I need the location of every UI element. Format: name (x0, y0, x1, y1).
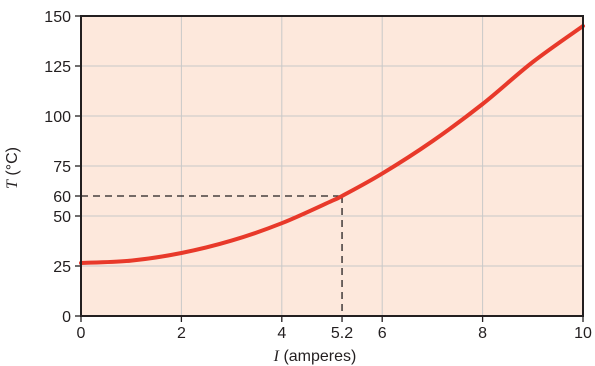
y-tick-label: 100 (44, 109, 71, 126)
x-tick-label: 10 (574, 325, 592, 342)
x-tick-label: 4 (277, 325, 286, 342)
x-tick-label: 6 (378, 325, 387, 342)
y-tick-label: 25 (53, 259, 71, 276)
x-tick-label: 5.2 (331, 325, 353, 342)
y-axis-unit: (°C) (4, 147, 21, 176)
x-tick-label: 2 (177, 325, 186, 342)
series-line (79, 24, 585, 265)
y-axis-symbol: T (4, 179, 21, 189)
x-axis-label: I (amperes) (273, 348, 357, 365)
x-tick-label: 8 (478, 325, 487, 342)
grid (81, 16, 583, 316)
reference-lines (81, 195, 343, 316)
y-tick-label: 75 (53, 159, 71, 176)
x-ticks: 0 2 4 5.2 6 8 10 (77, 316, 592, 342)
y-tick-label: 50 (53, 209, 71, 226)
y-tick-label: 60 (53, 189, 71, 206)
y-axis-label: T (°C) (4, 147, 21, 189)
y-tick-label: 125 (44, 59, 71, 76)
x-tick-label: 0 (77, 325, 86, 342)
x-axis-unit: (amperes) (283, 348, 356, 365)
y-ticks: 0 25 50 60 75 100 125 150 (44, 9, 81, 326)
x-axis-symbol: I (273, 348, 280, 365)
y-tick-label: 0 (62, 309, 71, 326)
y-tick-label: 150 (44, 9, 71, 26)
